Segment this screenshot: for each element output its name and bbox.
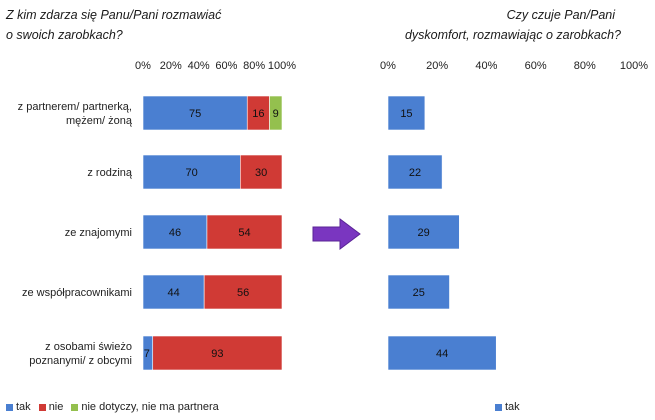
legend-item-tak: tak	[6, 401, 31, 413]
left-x-tick-3: 60%	[215, 60, 237, 72]
left-x-tick-5: 100%	[268, 60, 296, 72]
left-bar-label-1-4: 93	[211, 348, 223, 360]
left-bar-label-2-0: 9	[273, 108, 279, 120]
right-x-tick-1: 20%	[426, 60, 448, 72]
left-bar-label-1-2: 54	[238, 227, 250, 239]
left-chart-title-line-2: o swoich zarobkach?	[6, 28, 123, 42]
category-label-0-1: mężem/ żoną	[66, 115, 133, 127]
left-legend: tak nie nie dotyczy, nie ma partnera	[6, 401, 227, 413]
left-x-tick-0: 0%	[135, 60, 151, 72]
right-chart-title-line-1: Czy czuje Pan/Pani	[506, 8, 615, 22]
category-label-1-0: z rodziną	[87, 167, 133, 179]
left-bar-nie-dotyczy-0	[269, 95, 283, 131]
right-bar-label-2: 29	[418, 227, 430, 239]
right-legend-label-tak: tak	[505, 401, 520, 413]
arrow-icon	[312, 218, 361, 250]
category-label-4-0: z osobami świeżo	[45, 341, 132, 353]
left-bar-nie-1	[240, 154, 283, 190]
right-x-tick-2: 40%	[475, 60, 497, 72]
right-bar-tak-1	[387, 154, 443, 190]
left-bar-label-0-4: 7	[144, 348, 150, 360]
category-label-4-1: poznanymi/ z obcymi	[29, 355, 132, 367]
left-bar-label-0-3: 44	[167, 287, 179, 299]
right-x-tick-0: 0%	[380, 60, 396, 72]
left-x-tick-1: 20%	[160, 60, 182, 72]
left-bar-label-0-0: 75	[189, 108, 201, 120]
right-x-tick-3: 60%	[525, 60, 547, 72]
left-bar-label-1-0: 16	[252, 108, 264, 120]
left-bar-nie-2	[206, 214, 283, 250]
left-bar-label-0-1: 70	[186, 167, 198, 179]
right-x-tick-4: 80%	[574, 60, 596, 72]
left-chart-title-line-1: Z kim zdarza się Panu/Pani rozmawiać	[6, 8, 222, 22]
left-bar-label-0-2: 46	[169, 227, 181, 239]
legend-label-nie: nie	[48, 401, 64, 413]
right-bar-tak-3	[387, 274, 450, 310]
right-bar-label-1: 22	[409, 167, 421, 179]
left-bar-nie-4	[152, 335, 283, 371]
left-bar-label-1-3: 56	[237, 287, 249, 299]
right-bar-label-0: 15	[400, 108, 412, 120]
left-bar-label-1-1: 30	[255, 167, 267, 179]
left-x-tick-4: 80%	[243, 60, 265, 72]
right-chart-title-line-2: dyskomfort, rozmawiając o zarobkach?	[404, 28, 621, 42]
legend-label-nie-dotyczy: nie dotyczy, nie ma partnera	[81, 401, 219, 413]
legend-label-tak: tak	[16, 401, 31, 413]
category-label-3-0: ze współpracownikami	[22, 287, 132, 299]
right-x-tick-5: 100%	[620, 60, 648, 72]
right-bar-tak-4	[387, 335, 497, 371]
right-bar-tak-0	[387, 95, 426, 131]
legend-item-nie: nie	[38, 401, 64, 413]
left-x-tick-2: 40%	[188, 60, 210, 72]
right-bar-label-3: 25	[413, 287, 425, 299]
legend-item-nie-dotyczy: nie dotyczy, nie ma partnera	[71, 401, 219, 413]
left-bar-tak-2	[142, 214, 208, 250]
right-legend-item-tak: tak	[495, 401, 520, 413]
right-bar-tak-2	[387, 214, 460, 250]
category-label-2-0: ze znajomymi	[65, 227, 132, 239]
left-bar-tak-1	[142, 154, 241, 190]
category-label-0-0: z partnerem/ partnerką,	[18, 101, 132, 113]
right-bar-label-4: 44	[436, 348, 448, 360]
left-bar-nie-3	[203, 274, 283, 310]
right-legend: tak	[495, 401, 528, 413]
